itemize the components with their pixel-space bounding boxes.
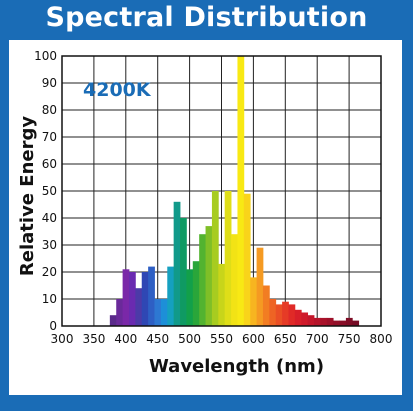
x-tick-label: 750 — [338, 332, 361, 346]
chart-panel: 300 350 400 450 500 550 600 650 700 750 800 0 10 20 3… — [9, 40, 402, 395]
plot-border — [61, 55, 382, 327]
spectrum-bar — [307, 315, 315, 326]
x-tick-label: 350 — [82, 332, 105, 346]
color-temperature-label: 4200K — [83, 79, 152, 101]
spectrum-bar — [224, 191, 232, 326]
spectrum-bar — [314, 317, 321, 326]
spectrum-bar — [320, 317, 328, 326]
spectrum-bar — [301, 312, 309, 326]
spectrum-bar — [180, 218, 187, 326]
x-tick-label: 450 — [146, 332, 169, 346]
x-tick-label: 600 — [242, 332, 265, 346]
y-tick-label: 90 — [42, 76, 57, 90]
x-tick-label: 650 — [274, 332, 297, 346]
y-tick-label: 30 — [42, 238, 57, 252]
spectrum-bar — [122, 269, 130, 326]
spectrum-bar — [269, 299, 277, 326]
spectrum-bar — [160, 299, 168, 326]
spectrum-bar — [173, 201, 181, 326]
y-tick-label: 40 — [42, 211, 57, 225]
y-tick-label: 20 — [42, 265, 57, 279]
x-tick-label: 400 — [114, 332, 137, 346]
x-axis-title: Wavelength (nm) — [149, 356, 324, 377]
spectrum-bar — [128, 272, 136, 326]
spectrum-bar — [256, 247, 264, 326]
spectrum-bar — [167, 266, 175, 326]
spectrum-bar — [135, 288, 143, 326]
x-tick-label: 550 — [210, 332, 233, 346]
chart-title: Spectral Distribution — [45, 2, 368, 33]
y-tick-label: 50 — [42, 184, 57, 198]
spectrum-bar — [109, 315, 117, 326]
spectrum-bar — [282, 301, 289, 326]
spectrum-bar — [243, 193, 251, 326]
x-tick-label: 800 — [370, 332, 393, 346]
x-tick-label: 500 — [178, 332, 201, 346]
x-tick-label: 700 — [306, 332, 329, 346]
spectrum-bar — [218, 263, 226, 326]
y-tick-label: 100 — [34, 49, 57, 63]
y-tick-label: 80 — [42, 103, 57, 117]
spectrum-bar — [288, 304, 296, 326]
y-axis-title: Relative Energy — [17, 116, 38, 276]
spectrum-bar — [186, 269, 194, 326]
spectrum-bar — [211, 191, 219, 326]
spectrum-bar — [231, 234, 238, 326]
spectrum-bar — [250, 277, 257, 326]
spectrum-bar — [205, 226, 213, 326]
spectrum-bar — [275, 304, 283, 326]
y-tick-label: 0 — [49, 319, 57, 333]
spectrum-bar — [199, 234, 206, 326]
y-tick-labels: 0 10 20 30 40 50 60 70 80 90 100 — [34, 49, 57, 333]
y-tick-label: 70 — [42, 130, 57, 144]
spectrum-bar — [237, 56, 245, 326]
bars — [109, 56, 360, 326]
spectrum-bar — [116, 299, 124, 326]
y-tick-label: 60 — [42, 157, 57, 171]
spectrum-bar — [339, 320, 347, 326]
spectral-chart: 300 350 400 450 500 550 600 650 700 750 800 0 10 20 3… — [17, 49, 393, 377]
spectrum-bar — [262, 285, 270, 326]
spectrum-bar — [352, 320, 360, 326]
spectrum-bar — [148, 266, 155, 326]
spectrum-bar — [141, 272, 149, 326]
spectrum-bar — [154, 299, 162, 326]
y-tick-label: 10 — [42, 292, 57, 306]
x-tick-label: 300 — [51, 332, 74, 346]
spectrum-bar — [192, 261, 200, 326]
spectrum-bar — [294, 309, 302, 326]
spectrum-bar — [345, 317, 353, 326]
x-tick-labels: 300 350 400 450 500 550 600 650 700 750 800 — [51, 332, 393, 346]
spectrum-bar — [333, 320, 340, 326]
spectrum-bar — [326, 317, 334, 326]
